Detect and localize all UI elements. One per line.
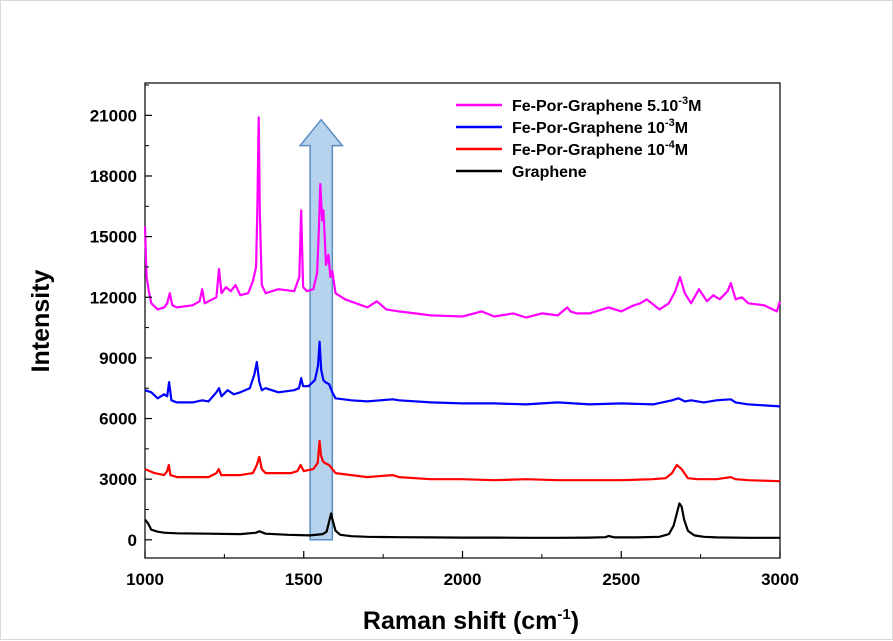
series-line-1 [144,340,781,408]
series-layer [143,116,782,539]
x-axis-title-superscript: -1 [557,606,570,623]
y-tick-label: 6000 [99,410,137,429]
x-tick-label: 2000 [444,570,482,589]
x-tick-label: 1500 [285,570,323,589]
y-tick-label: 15000 [90,228,137,247]
y-tick-label: 3000 [99,470,137,489]
x-tick-label: 2500 [602,570,640,589]
series-line-2 [144,439,781,483]
y-tick-label: 9000 [99,349,137,368]
arrow-annotation [298,118,344,541]
y-tick-label: 12000 [90,288,137,307]
x-tick-label: 3000 [761,570,799,589]
y-tick-label: 0 [128,531,137,550]
legend-label: Fe-Por-Graphene 10-3M [512,117,688,137]
legend-label: Fe-Por-Graphene 10-4M [512,139,688,159]
y-axis: 0 3000 6000 9000 12000 15000 18000 21000 [90,84,152,550]
series-line-0 [143,116,782,319]
legend-label: Fe-Por-Graphene 5.10-3M [512,95,701,115]
y-axis-title: Intensity [27,270,55,373]
arrow-shape [298,118,344,541]
legend-label: Graphene [512,164,587,181]
x-axis-title: Raman shift (cm-1) [363,606,579,635]
x-tick-label: 1000 [126,570,164,589]
y-tick-label: 21000 [90,106,137,125]
y-tick-label: 18000 [90,167,137,186]
series-line-3 [144,502,780,539]
x-axis: 1000 1500 2000 2500 3000 [126,551,799,589]
